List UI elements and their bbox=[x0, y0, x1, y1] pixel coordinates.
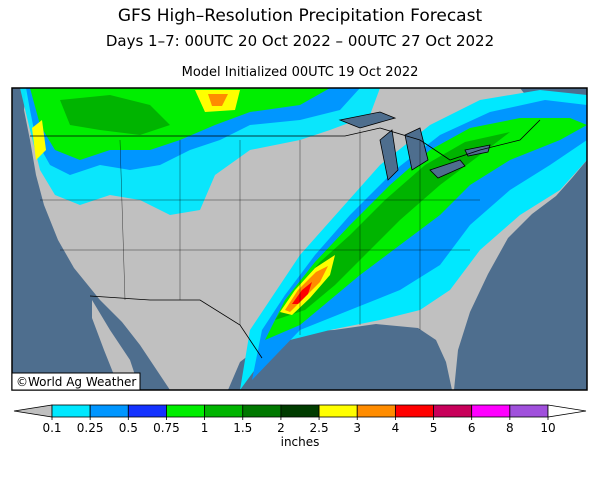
colorbar-segment bbox=[471, 404, 511, 418]
colorbar-segment bbox=[280, 404, 320, 418]
pacific-ocean bbox=[12, 88, 170, 390]
colorbar-tick-label: 6 bbox=[468, 421, 476, 435]
colorbar-tick-label: 3 bbox=[353, 421, 361, 435]
colorbar-segment bbox=[433, 404, 473, 418]
state-lines bbox=[40, 130, 480, 335]
subtitle: Days 1–7: 00UTC 20 Oct 2022 – 00UTC 27 O… bbox=[106, 32, 494, 50]
colorbar-tick-label: 2 bbox=[277, 421, 285, 435]
colorbar-tick-label: 0.75 bbox=[153, 421, 180, 435]
colorbar-segment bbox=[127, 404, 167, 418]
colorbar-tick-label: 2.5 bbox=[310, 421, 329, 435]
colorbar-tick-label: 10 bbox=[540, 421, 555, 435]
colorbar-segment bbox=[509, 404, 549, 418]
init-time: Model Initialized 00UTC 19 Oct 2022 bbox=[182, 65, 419, 80]
map: ©World Ag Weather bbox=[11, 87, 588, 391]
colorbar-tick-label: 1 bbox=[201, 421, 209, 435]
title: GFS High–Resolution Precipitation Foreca… bbox=[118, 6, 483, 26]
precip-core-red bbox=[292, 282, 312, 304]
colorbar-tick-label: 0.25 bbox=[77, 421, 104, 435]
colorbar-segment bbox=[89, 404, 129, 418]
credit: ©World Ag Weather bbox=[16, 375, 136, 389]
map-frame bbox=[11, 87, 588, 391]
colorbar-over bbox=[547, 404, 587, 418]
colorbar-tick-label: 5 bbox=[430, 421, 438, 435]
great-lakes bbox=[338, 111, 491, 181]
colorbar: 0.1 0.25 0.5 0.75 1 1.5 2 2.5 3 4 5 6 8 10 inches bbox=[13, 404, 587, 449]
colorbar-segment bbox=[166, 404, 206, 418]
colorbar-segment bbox=[242, 404, 282, 418]
colorbar-tick-label: 1.5 bbox=[233, 421, 252, 435]
colorbar-segment bbox=[204, 404, 244, 418]
colorbar-tick-label: 4 bbox=[392, 421, 400, 435]
credit-box bbox=[11, 372, 141, 391]
mexico-border bbox=[89, 295, 263, 359]
precip-band-blue bbox=[252, 100, 587, 380]
colorbar-tick-label: 0.5 bbox=[119, 421, 138, 435]
colorbar-segment bbox=[356, 404, 396, 418]
precip-mid-green bbox=[60, 95, 170, 135]
colorbar-segment bbox=[394, 404, 434, 418]
colorbar-segment bbox=[51, 404, 91, 418]
colorbar-tick-label: 8 bbox=[506, 421, 514, 435]
precip-orange-north bbox=[208, 94, 228, 106]
colorbar-tick-label: 0.1 bbox=[42, 421, 61, 435]
colorbar-unit: inches bbox=[281, 435, 320, 449]
precip-yellow-west bbox=[32, 120, 46, 160]
precip-band-mid-green bbox=[275, 132, 510, 320]
baja bbox=[92, 300, 140, 390]
precip-band-green bbox=[265, 118, 587, 340]
atlantic-ocean bbox=[454, 160, 587, 390]
canada-border bbox=[30, 119, 541, 161]
colorbar-segment bbox=[318, 404, 358, 418]
